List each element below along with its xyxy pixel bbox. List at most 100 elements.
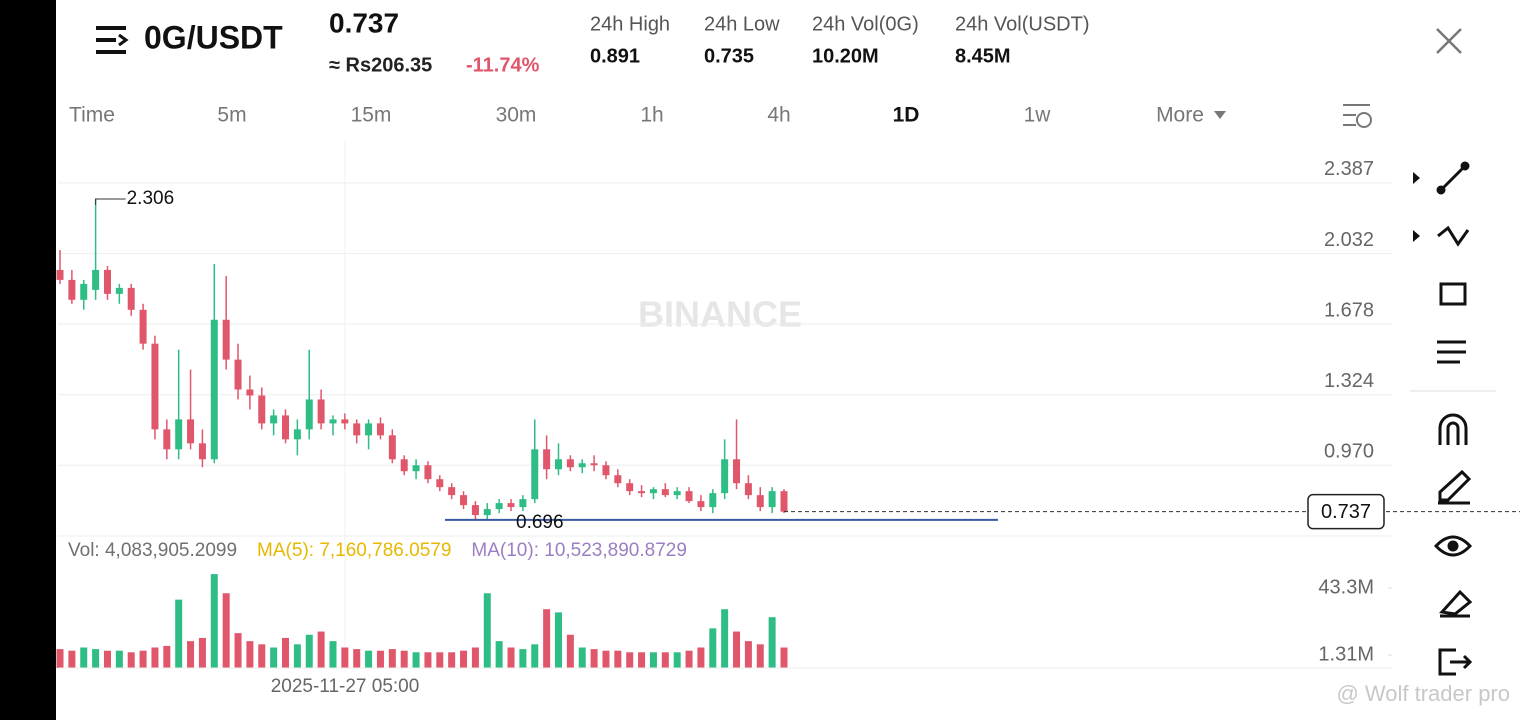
candle-body bbox=[495, 503, 503, 510]
candle-body bbox=[329, 419, 337, 424]
candle-body bbox=[483, 509, 491, 516]
volume-bar bbox=[756, 644, 764, 668]
candle-body bbox=[175, 419, 183, 450]
candle-body bbox=[103, 269, 111, 294]
close-icon[interactable] bbox=[1436, 28, 1462, 54]
volume-bar bbox=[341, 647, 349, 668]
tab[interactable]: 1D bbox=[893, 104, 920, 127]
expand-arrow[interactable] bbox=[1413, 172, 1420, 184]
y-tick-label: 1.678 bbox=[1324, 299, 1374, 321]
candle-body bbox=[638, 491, 646, 494]
candle-body bbox=[400, 459, 408, 472]
tab[interactable]: 15m bbox=[351, 104, 392, 127]
candle-body bbox=[92, 269, 100, 290]
exit-tool[interactable] bbox=[1438, 648, 1473, 676]
volume-bar bbox=[721, 609, 729, 668]
candle-body bbox=[733, 459, 741, 484]
volume-bar bbox=[649, 652, 657, 668]
tab[interactable]: More bbox=[1156, 104, 1204, 127]
volume-bar bbox=[507, 647, 515, 668]
candle-body bbox=[210, 319, 218, 460]
pen-tool[interactable] bbox=[1438, 469, 1472, 505]
high-marker-label: 2.306 bbox=[127, 188, 175, 209]
candle-body bbox=[341, 419, 349, 424]
candle-body bbox=[602, 465, 610, 476]
expand-arrow[interactable] bbox=[1413, 230, 1420, 242]
stat-label: 24h Vol(0G) bbox=[812, 13, 919, 35]
candle-body bbox=[198, 443, 206, 460]
volume-bar bbox=[115, 650, 123, 668]
candle-body bbox=[353, 423, 361, 436]
volume-bar bbox=[163, 645, 171, 668]
volume-bar bbox=[353, 649, 361, 668]
candle-body bbox=[258, 395, 266, 424]
volume-bar bbox=[709, 628, 717, 668]
dropdown-arrow bbox=[1214, 111, 1226, 119]
rect-tool[interactable] bbox=[1439, 282, 1467, 306]
volume-bar bbox=[543, 609, 551, 668]
tab[interactable]: 4h bbox=[767, 104, 790, 127]
candle-body bbox=[424, 465, 432, 480]
volume-bar bbox=[151, 647, 159, 668]
eye-tool[interactable] bbox=[1433, 535, 1473, 557]
candle-body bbox=[744, 483, 752, 496]
volume-bar bbox=[175, 599, 183, 668]
volume-bar bbox=[744, 641, 752, 668]
volume-bar bbox=[566, 634, 574, 668]
volume-bar bbox=[495, 641, 503, 668]
volume-bar bbox=[139, 650, 147, 668]
candle-body bbox=[376, 423, 384, 436]
volume-bar bbox=[317, 631, 325, 668]
y-tick-label: 2.032 bbox=[1324, 229, 1374, 251]
menu-icon[interactable] bbox=[96, 26, 129, 54]
tab[interactable]: 1w bbox=[1024, 104, 1052, 127]
magnet-tool[interactable] bbox=[1438, 413, 1468, 445]
candle-body bbox=[163, 429, 171, 450]
fib-tool[interactable] bbox=[1437, 225, 1470, 247]
candle-body bbox=[578, 463, 586, 468]
candle-body bbox=[115, 287, 123, 294]
volume-bar bbox=[590, 649, 598, 668]
symbol[interactable]: 0G/USDT bbox=[144, 19, 283, 55]
candle-body bbox=[412, 465, 420, 472]
volume-bar bbox=[673, 652, 681, 668]
tab[interactable]: 30m bbox=[496, 104, 537, 127]
volume-bar bbox=[56, 649, 64, 668]
line-tool[interactable] bbox=[1436, 161, 1470, 195]
volume-bar bbox=[602, 650, 610, 668]
y-tick-label: 0.970 bbox=[1324, 441, 1374, 463]
stat-value: 8.45M bbox=[955, 45, 1011, 67]
volume-bar bbox=[282, 637, 290, 668]
fiat-price: ≈ Rs206.35 bbox=[329, 54, 432, 76]
candle-body bbox=[614, 475, 622, 484]
volume-bar bbox=[258, 644, 266, 668]
watermark: BINANCE bbox=[638, 294, 802, 335]
volume-tick-label: 43.3M bbox=[1318, 576, 1374, 598]
tab[interactable]: Time bbox=[69, 104, 115, 127]
volume-tick-label: 1.31M bbox=[1318, 643, 1374, 665]
volume-bar bbox=[531, 644, 539, 668]
stat-label: 24h High bbox=[590, 13, 670, 35]
volume-bar bbox=[234, 633, 242, 668]
volume-bar bbox=[222, 593, 230, 668]
candle-body bbox=[780, 491, 788, 512]
volume-bar bbox=[768, 617, 776, 668]
multi-line-tool[interactable] bbox=[1437, 340, 1466, 364]
settings-icon[interactable] bbox=[1343, 104, 1372, 128]
volume-bar bbox=[305, 634, 313, 668]
volume-bar bbox=[400, 650, 408, 668]
eraser-tool[interactable] bbox=[1439, 589, 1473, 618]
candle-body bbox=[673, 491, 681, 496]
volume-bar bbox=[436, 652, 444, 668]
tab[interactable]: 1h bbox=[640, 104, 663, 127]
candle-body bbox=[151, 343, 159, 430]
stat-label: 24h Vol(USDT) bbox=[955, 13, 1090, 35]
tab[interactable]: 5m bbox=[217, 104, 246, 127]
volume-bar bbox=[471, 647, 479, 668]
candle-body bbox=[519, 499, 527, 508]
volume-bar bbox=[388, 649, 396, 668]
candle-body bbox=[697, 501, 705, 508]
candle-body bbox=[246, 389, 254, 396]
